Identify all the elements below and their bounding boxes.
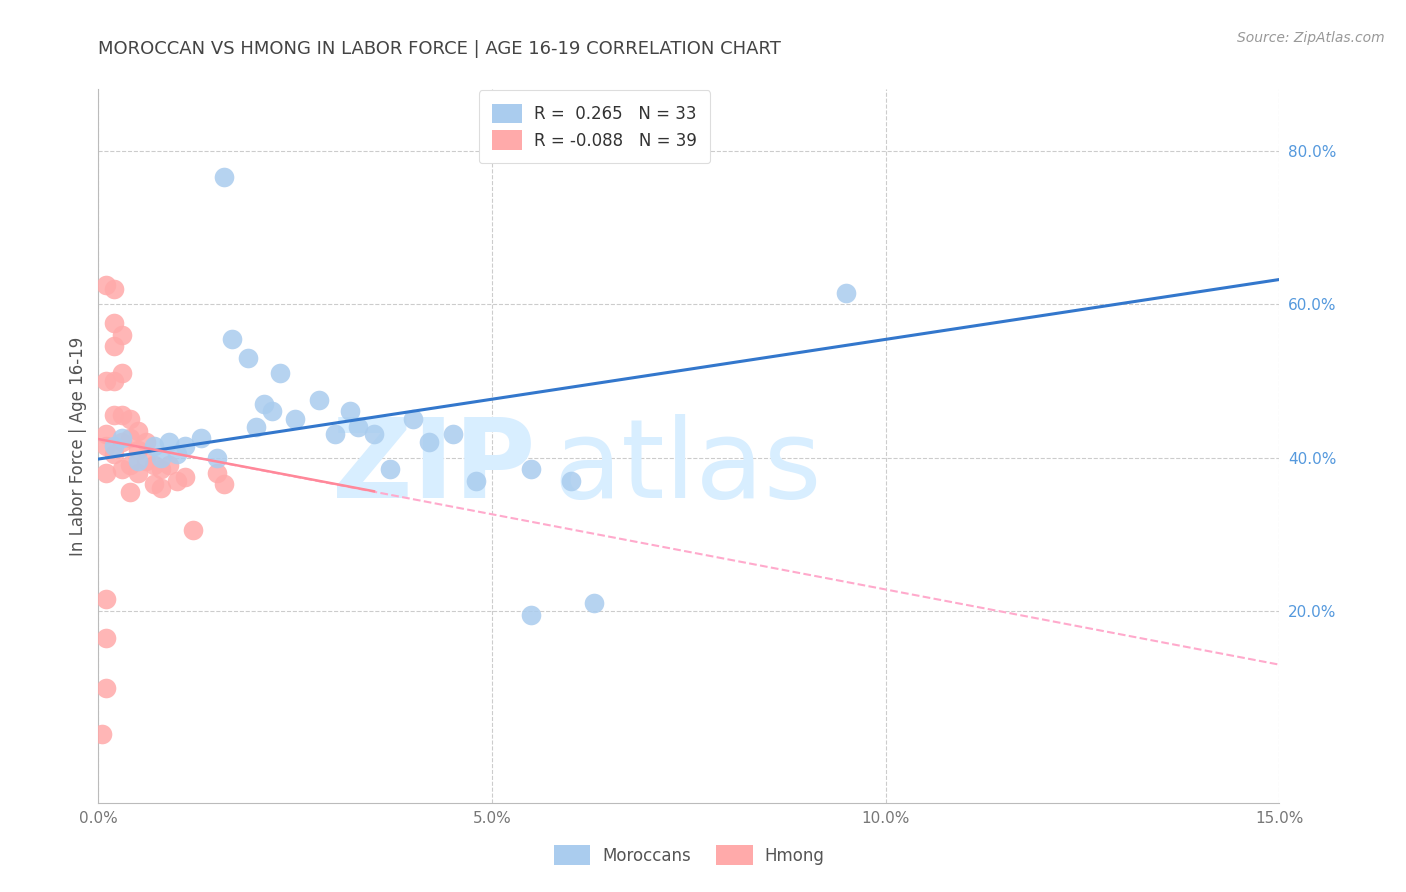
Point [560, 474, 582, 488]
Point [96, 592, 118, 607]
Point [142, 477, 165, 491]
Point [181, 524, 204, 538]
Point [135, 454, 157, 468]
Point [205, 450, 228, 465]
Point [118, 431, 141, 445]
Point [269, 366, 291, 380]
Point [520, 607, 543, 622]
Point [236, 351, 259, 365]
Point [91, 727, 114, 741]
Point [402, 412, 425, 426]
Point [127, 466, 149, 480]
Point [260, 404, 283, 418]
Point [111, 327, 134, 342]
Point [245, 419, 267, 434]
Text: Source: ZipAtlas.com: Source: ZipAtlas.com [1237, 31, 1385, 45]
Point [135, 435, 157, 450]
Point [127, 424, 149, 438]
Text: MOROCCAN VS HMONG IN LABOR FORCE | AGE 16-19 CORRELATION CHART: MOROCCAN VS HMONG IN LABOR FORCE | AGE 1… [98, 40, 782, 58]
Point [520, 462, 543, 476]
Point [157, 458, 180, 473]
Point [378, 462, 401, 476]
Point [253, 397, 276, 411]
Point [142, 439, 165, 453]
Y-axis label: In Labor Force | Age 16-19: In Labor Force | Age 16-19 [69, 336, 87, 556]
Point [103, 447, 125, 461]
Point [103, 316, 125, 330]
Point [103, 282, 125, 296]
Point [308, 392, 330, 407]
Point [323, 427, 346, 442]
Point [190, 431, 212, 445]
Point [583, 596, 606, 610]
Point [150, 450, 173, 465]
Point [111, 462, 134, 476]
Point [96, 427, 118, 442]
Point [214, 477, 236, 491]
Point [339, 404, 361, 418]
Point [166, 474, 188, 488]
Point [96, 681, 118, 695]
Point [111, 366, 134, 380]
Point [127, 442, 149, 457]
Point [363, 427, 385, 442]
Point [835, 285, 858, 300]
Point [205, 466, 228, 480]
Point [127, 454, 149, 468]
Point [174, 469, 197, 483]
Point [214, 170, 236, 185]
Point [96, 631, 118, 645]
Point [103, 409, 125, 423]
Point [103, 374, 125, 388]
Point [174, 439, 197, 453]
Point [284, 412, 307, 426]
Point [111, 431, 134, 445]
Point [96, 439, 118, 453]
Point [150, 481, 173, 495]
Point [118, 412, 141, 426]
Point [347, 419, 370, 434]
Point [157, 435, 180, 450]
Point [118, 485, 141, 500]
Point [96, 374, 118, 388]
Point [96, 466, 118, 480]
Legend: Moroccans, Hmong: Moroccans, Hmong [546, 837, 832, 873]
Point [103, 339, 125, 353]
Point [418, 435, 440, 450]
Point [118, 458, 141, 473]
Point [166, 447, 188, 461]
Point [441, 427, 464, 442]
Point [111, 409, 134, 423]
Text: atlas: atlas [553, 414, 821, 521]
Point [96, 277, 118, 292]
Point [221, 332, 243, 346]
Point [142, 458, 165, 473]
Point [103, 439, 125, 453]
Text: ZIP: ZIP [332, 414, 536, 521]
Point [465, 474, 488, 488]
Point [150, 462, 173, 476]
Point [111, 435, 134, 450]
